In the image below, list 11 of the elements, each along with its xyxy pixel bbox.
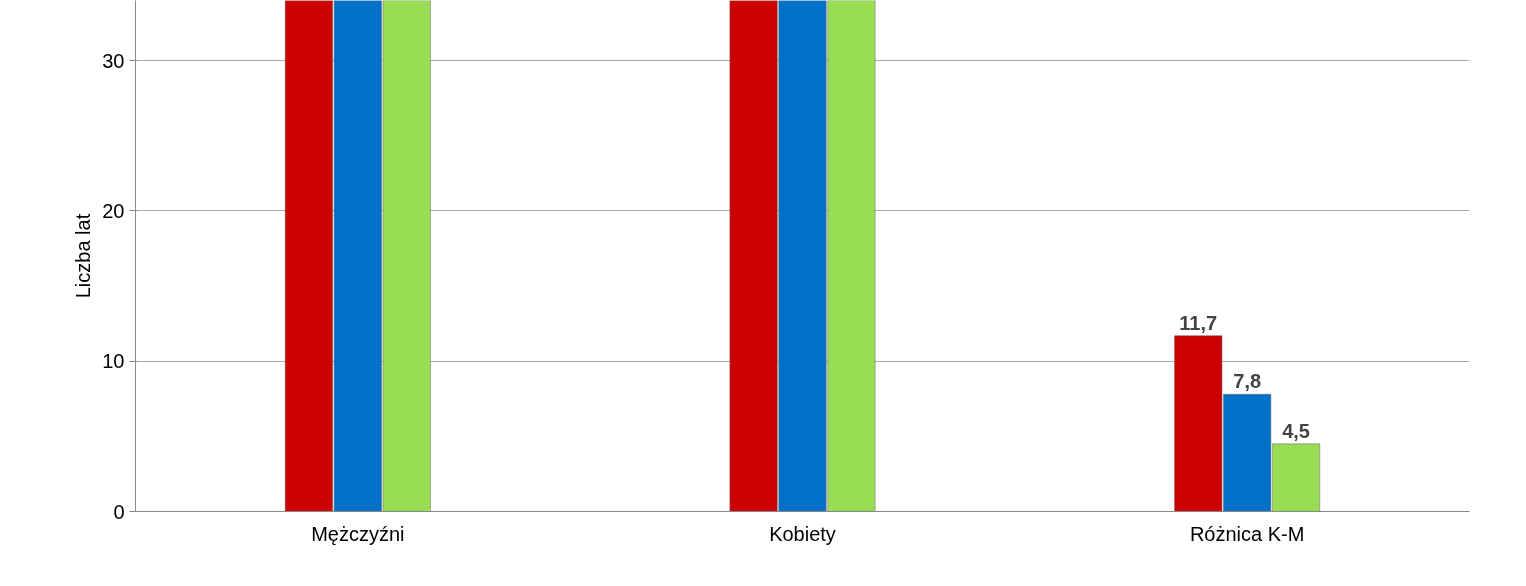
- y-axis-title: Liczba lat: [72, 213, 95, 299]
- x-tick-label: Mężczyźni: [311, 522, 405, 545]
- y-tick-label: 10: [102, 350, 125, 373]
- data-label: 7,8: [1233, 370, 1262, 393]
- data-label: 11,7: [1179, 311, 1218, 334]
- y-tick-label: 0: [113, 500, 125, 523]
- data-label: 4,5: [1282, 419, 1310, 442]
- y-tick-label: 30: [102, 49, 125, 72]
- y-tick-label: 20: [102, 199, 125, 222]
- x-tick-label: Kobiety: [769, 522, 836, 545]
- x-tick-label: Różnica K-M: [1189, 522, 1305, 545]
